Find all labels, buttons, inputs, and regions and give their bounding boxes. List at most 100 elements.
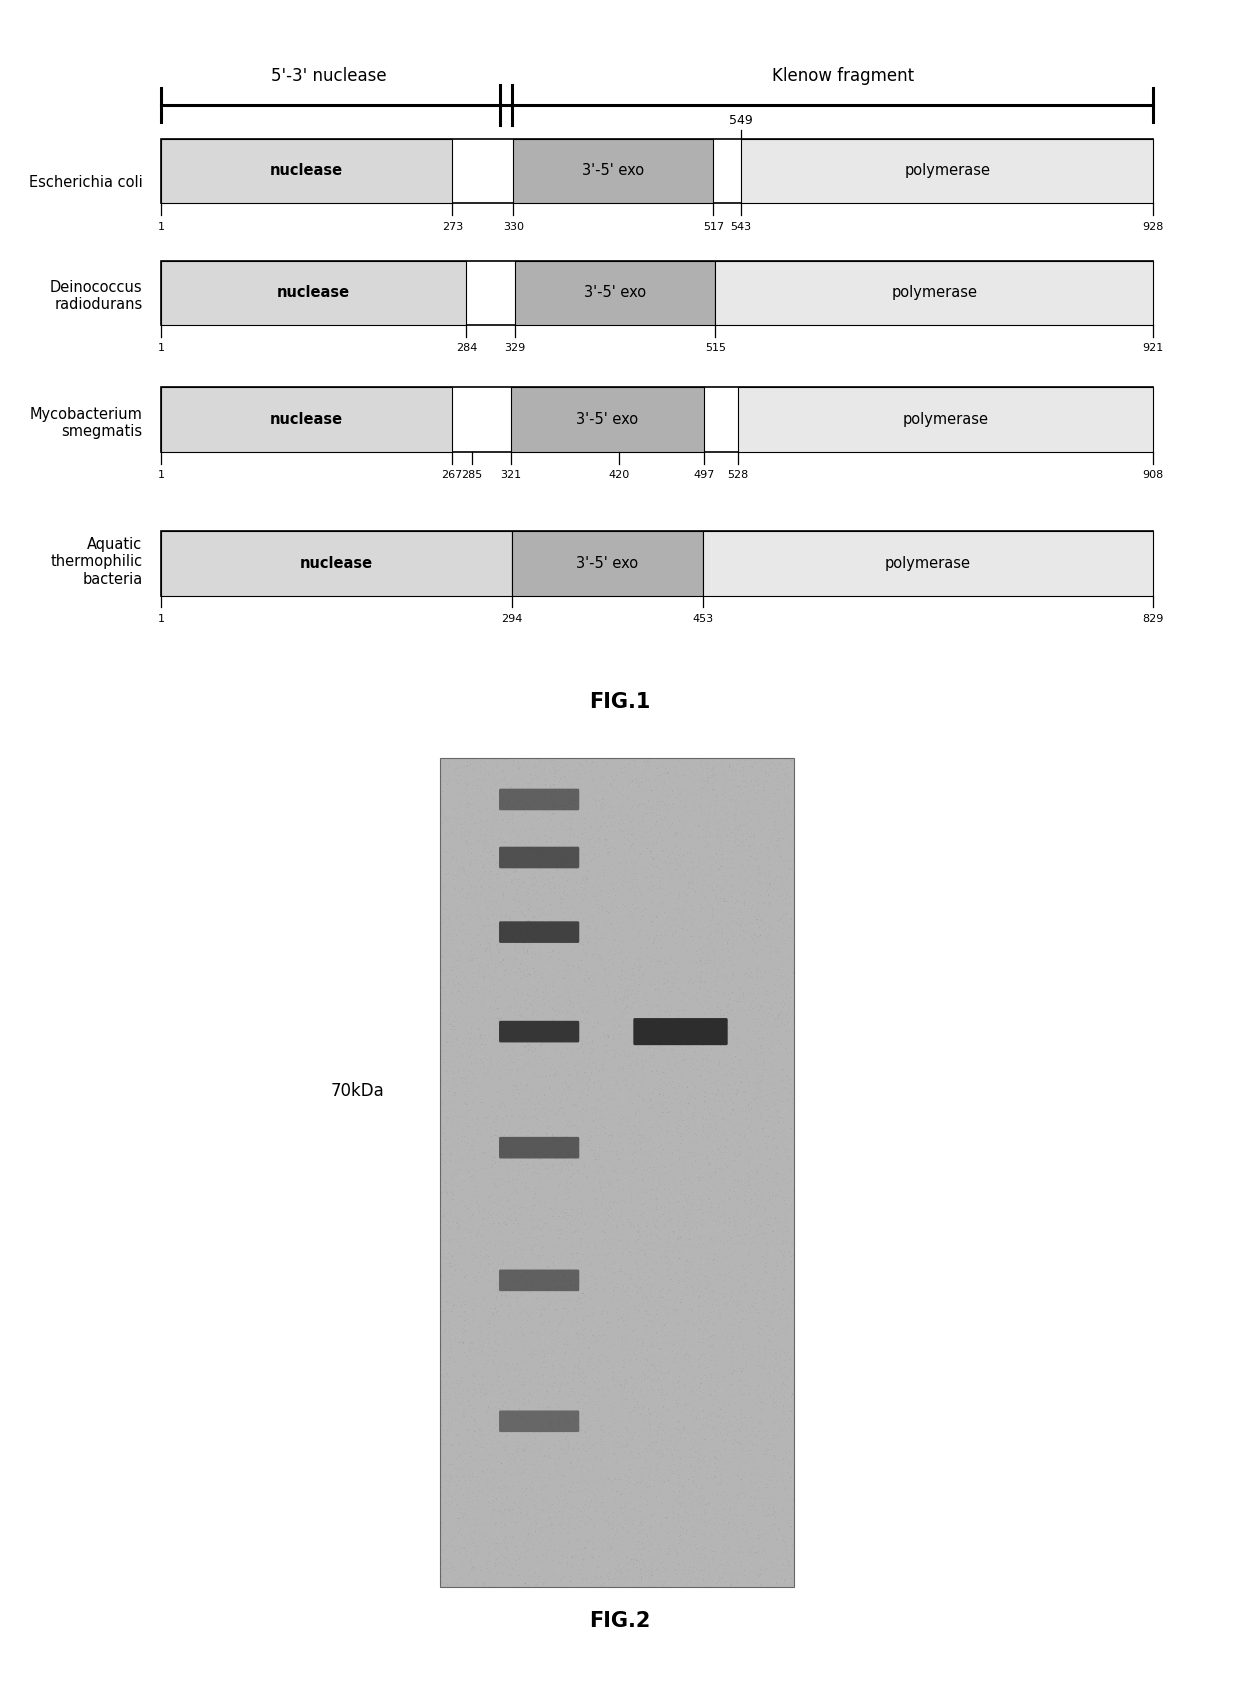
Point [627,1250,647,1277]
Point [631,1462,651,1489]
Point [517,1283,537,1310]
Point [635,1139,655,1166]
Point [528,912,548,939]
Point [594,1501,614,1528]
Point [467,1217,487,1244]
Point [760,926,780,953]
Point [552,1222,572,1249]
Point [455,1291,475,1318]
Point [549,807,569,834]
Point [508,1415,528,1442]
Point [713,1443,733,1470]
Point [475,1381,495,1408]
Point [686,854,706,882]
Point [621,1345,641,1372]
Point [564,787,584,814]
Point [573,1276,593,1303]
Point [568,951,588,978]
Point [518,1122,538,1149]
Point [745,1110,765,1137]
Point [517,744,537,772]
Point [562,1101,582,1129]
Point [487,907,507,934]
Point [694,1064,714,1091]
Point [750,1369,770,1396]
Point [512,1418,532,1445]
Point [715,1120,735,1147]
Point [589,1125,609,1152]
Point [665,954,684,981]
Point [661,964,681,992]
Point [614,1303,634,1330]
Point [708,1269,728,1296]
Point [742,1516,761,1543]
Point [451,1218,471,1245]
Point [510,1095,529,1122]
Point [577,1428,596,1455]
Point [485,1173,505,1200]
Point [520,1521,539,1548]
Point [742,1054,761,1081]
Point [765,971,785,998]
Point [470,1014,490,1041]
Point [751,1399,771,1426]
Point [582,1244,601,1271]
Point [622,1546,642,1574]
Text: 285: 285 [461,470,482,481]
Point [562,1012,582,1039]
Point [444,1321,464,1349]
Point [663,1025,683,1052]
Point [630,1112,650,1139]
Point [740,1205,760,1232]
Point [500,1540,520,1567]
Point [608,1167,627,1195]
Point [596,1328,616,1355]
Point [573,1340,593,1367]
Point [578,1462,598,1489]
Point [572,868,591,895]
Point [479,1173,498,1200]
Point [574,846,594,873]
Point [464,1479,484,1506]
Point [620,1477,640,1504]
Point [670,1269,689,1296]
Point [711,848,730,875]
Point [782,1494,802,1521]
Point [642,853,662,880]
Point [510,1408,529,1435]
Point [495,1276,515,1303]
Point [461,1448,481,1475]
Point [668,954,688,981]
Point [688,1196,708,1223]
Point [556,1568,575,1596]
Point [696,866,715,893]
Point [619,1228,639,1255]
Point [502,1413,522,1440]
Point [662,1079,682,1107]
Point [709,787,729,814]
Point [443,1448,463,1475]
Point [482,848,502,875]
Point [451,1244,471,1271]
Point [748,1299,768,1327]
Point [564,1328,584,1355]
Point [746,1085,766,1112]
Point [444,1096,464,1123]
Point [537,1349,557,1376]
Point [755,1254,775,1281]
Point [694,1330,714,1357]
Point [554,1416,574,1443]
Point [711,1096,730,1123]
Point [520,1086,539,1113]
Point [645,1465,665,1492]
Point [758,920,777,948]
Point [749,1521,769,1548]
Point [565,1548,585,1575]
Point [715,1420,735,1447]
Point [737,1447,756,1474]
Point [513,1328,533,1355]
Point [694,870,714,897]
Point [608,1235,627,1262]
Point [682,990,702,1017]
Point [646,1044,666,1071]
